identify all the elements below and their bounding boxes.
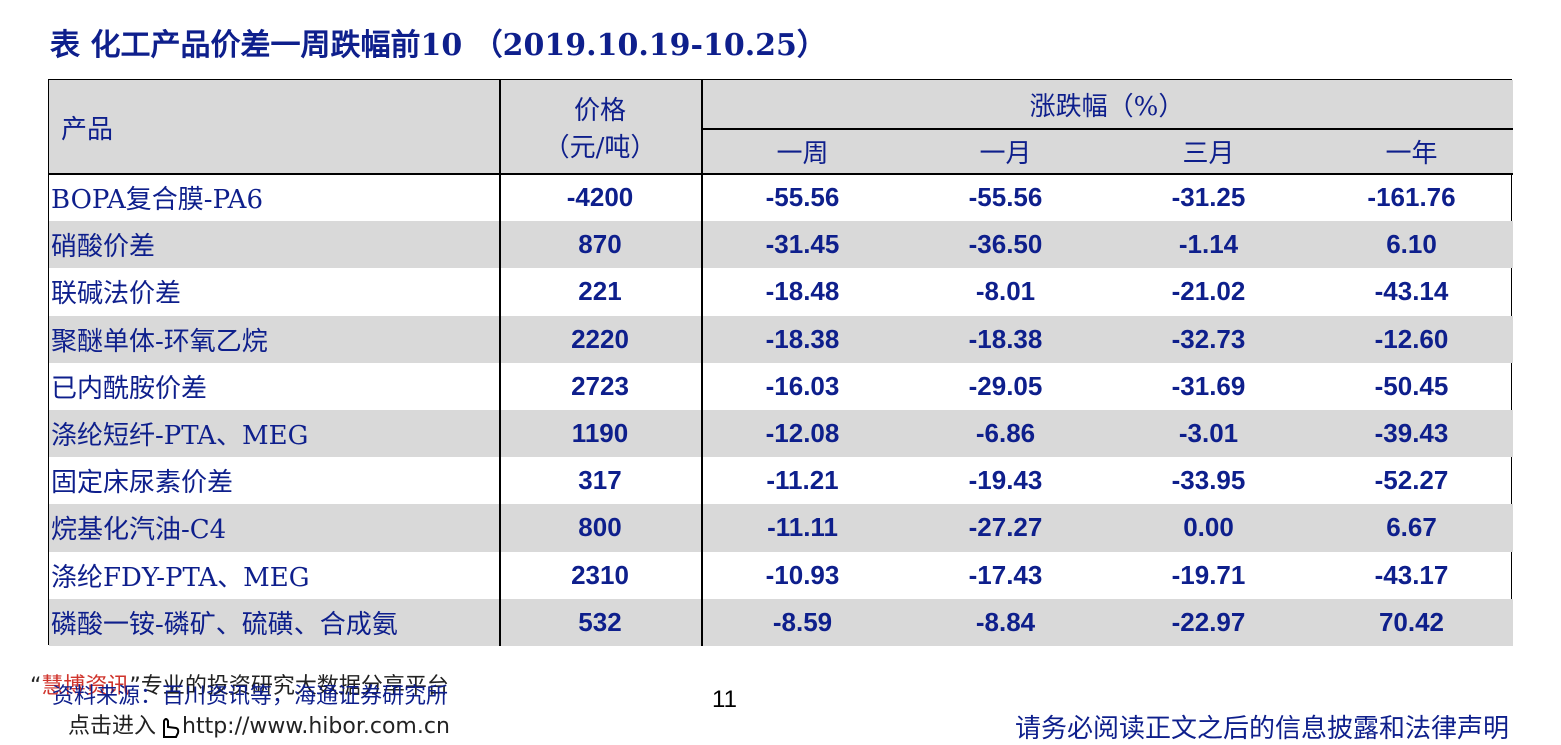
value-cell: 6.67 — [1386, 512, 1437, 543]
value-cell: 2723 — [571, 370, 629, 401]
value-cell: -31.25 — [1171, 182, 1246, 213]
value-cell: -21.02 — [1171, 276, 1246, 307]
value-cell: -43.17 — [1374, 559, 1449, 590]
value-cell: -161.76 — [1367, 182, 1456, 213]
product-cell: BOPA复合膜-PA6 — [51, 185, 263, 216]
value-cell: -11.11 — [767, 512, 838, 543]
header-product: 产品 — [61, 114, 114, 145]
value-cell: -22.97 — [1171, 606, 1246, 637]
value-cell: 6.10 — [1386, 229, 1437, 260]
quote: “ — [30, 674, 42, 699]
value-cell: 0.00 — [1183, 512, 1234, 543]
header-period: 一周 — [776, 138, 829, 169]
value-cell: 221 — [578, 276, 622, 307]
product-cell: 烷基化汽油-C4 — [51, 515, 227, 546]
header-price: 价格 （元/吨） — [499, 80, 701, 174]
value-cell: 70.42 — [1378, 606, 1445, 637]
link[interactable]: http://www.hibor.com.cn — [182, 714, 450, 739]
watermark: “慧博资讯”专业的投资研究大数据分享平台 — [30, 668, 449, 700]
column-rule — [499, 80, 501, 646]
value-cell: -55.56 — [765, 182, 840, 213]
value-cell: -31.45 — [765, 229, 840, 260]
row-bg — [49, 504, 1513, 552]
value-cell: 532 — [578, 606, 622, 637]
source-note: 资料来源：百川资讯等，海通证券研究所 — [52, 684, 449, 709]
page-number: 11 — [712, 686, 737, 713]
value-cell: 1190 — [571, 418, 629, 449]
table-title: 表 化工产品价差一周跌幅前10 （2019.10.19-10.25） — [50, 28, 827, 63]
product-cell: 涤纶短纤-PTA、MEG — [51, 421, 309, 452]
product-cell: 硝酸价差 — [51, 232, 156, 263]
value-cell: -8.84 — [975, 606, 1036, 637]
header-price-line: 价格 — [573, 96, 626, 126]
header-bg — [49, 80, 1513, 174]
hand-icon — [163, 718, 180, 738]
value-cell: 2220 — [571, 323, 629, 354]
value-cell: 870 — [578, 229, 622, 260]
value-cell: -27.27 — [968, 512, 1043, 543]
header-period: 三月 — [1182, 138, 1235, 169]
disclaimer: 请务必阅读正文之后的信息披露和法律声明 — [1015, 714, 1510, 744]
value-cell: -1.14 — [1178, 229, 1239, 260]
value-cell: -12.60 — [1374, 323, 1449, 354]
value-cell: -16.03 — [765, 370, 840, 401]
value-cell: -18.38 — [968, 323, 1043, 354]
value-cell: -36.50 — [968, 229, 1043, 260]
row-bg — [49, 598, 1513, 646]
value-cell: -10.93 — [765, 559, 840, 590]
value-cell: -12.08 — [765, 418, 840, 449]
header-period: 一月 — [979, 138, 1032, 169]
product-cell: 固定床尿素价差 — [51, 468, 234, 499]
table: 产品 价格 （元/吨） 涨跌幅（%） 一周 一月 三月 一年 BOPA复合膜-PA6 -4200 -… — [48, 79, 1513, 646]
value-cell: -6.86 — [975, 418, 1036, 449]
header-rule — [701, 128, 1513, 130]
value-cell: -39.43 — [1374, 418, 1449, 449]
value-cell: -52.27 — [1374, 465, 1449, 496]
value-cell: -55.56 — [968, 182, 1043, 213]
brand: 慧博资讯 — [41, 674, 130, 699]
header-change: 涨跌幅（%） — [1029, 91, 1185, 122]
header-rule — [49, 173, 1513, 175]
value-cell: 800 — [578, 512, 622, 543]
product-cell: 已内酰胺价差 — [51, 373, 208, 404]
value-cell: -18.48 — [765, 276, 840, 307]
page: 表 化工产品价差一周跌幅前10 （2019.10.19-10.25） 产品 价格 （… — [30, 28, 1513, 744]
value-cell: -43.14 — [1374, 276, 1449, 307]
slogan: ”专业的投资研究大数据分享平台 — [129, 674, 449, 699]
value-cell: -19.43 — [968, 465, 1043, 496]
value-cell: -32.73 — [1171, 323, 1246, 354]
value-cell: -50.45 — [1374, 370, 1449, 401]
row-bg — [49, 410, 1513, 458]
value-cell: 2310 — [571, 559, 629, 590]
product-cell: 涤纶FDY-PTA、MEG — [51, 562, 310, 593]
value-cell: -17.43 — [968, 559, 1043, 590]
value-cell: -31.69 — [1171, 370, 1246, 401]
value-cell: -29.05 — [968, 370, 1043, 401]
header-price-line: （元/吨） — [543, 133, 657, 163]
value-cell: 317 — [578, 465, 622, 496]
value-cell: -8.01 — [975, 276, 1036, 307]
value-cell: -18.38 — [765, 323, 840, 354]
row-bg — [49, 315, 1513, 363]
link-prefix: 点击进入 — [68, 714, 157, 739]
value-cell: -11.21 — [766, 465, 839, 496]
value-cell: -3.01 — [1178, 418, 1239, 449]
header-period: 一年 — [1385, 138, 1438, 169]
value-cell: -8.59 — [772, 606, 833, 637]
value-cell: -33.95 — [1171, 465, 1246, 496]
product-cell: 聚醚单体-环氧乙烷 — [51, 326, 268, 357]
value-cell: -4200 — [566, 182, 634, 213]
column-rule — [701, 80, 703, 646]
product-cell: 联碱法价差 — [51, 279, 182, 310]
product-cell: 磷酸一铵-磷矿、硫磺、合成氨 — [51, 609, 398, 640]
value-cell: -19.71 — [1171, 559, 1246, 590]
row-bg — [49, 221, 1513, 269]
link-line: 点击进入 http://www.hibor.com.cn — [68, 708, 450, 740]
